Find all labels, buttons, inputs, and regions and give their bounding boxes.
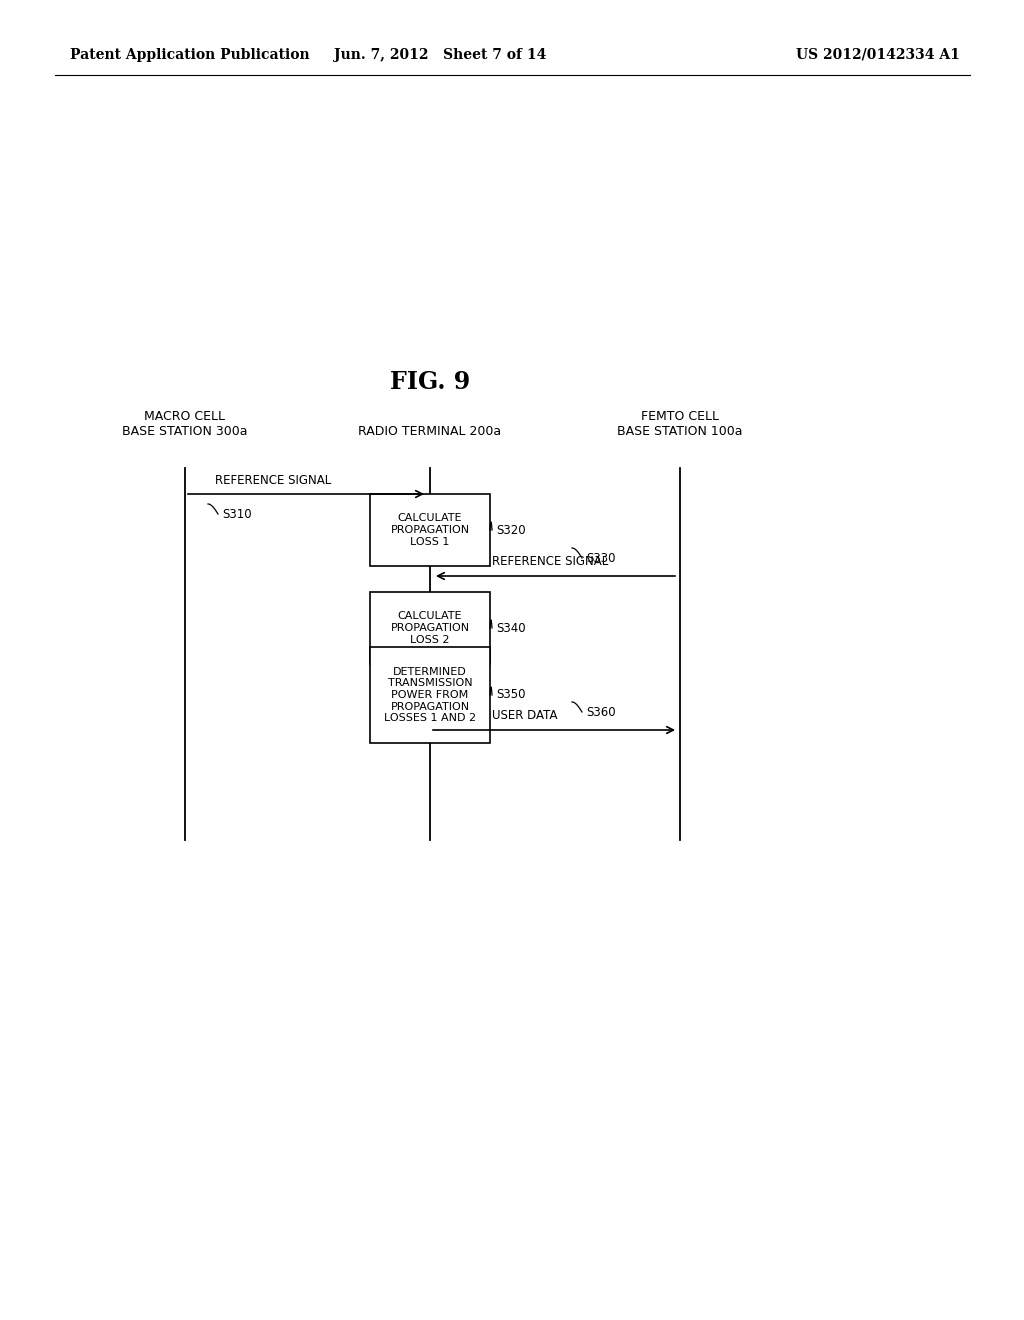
Text: MACRO CELL
BASE STATION 300a: MACRO CELL BASE STATION 300a	[122, 411, 248, 438]
Text: FIG. 9: FIG. 9	[390, 370, 470, 393]
Text: S340: S340	[496, 622, 525, 635]
Text: USER DATA: USER DATA	[492, 709, 557, 722]
Text: S350: S350	[496, 689, 525, 701]
Text: US 2012/0142334 A1: US 2012/0142334 A1	[796, 48, 961, 62]
Text: S330: S330	[586, 552, 615, 565]
Text: S310: S310	[222, 507, 252, 520]
Text: DETERMINED
TRANSMISSION
POWER FROM
PROPAGATION
LOSSES 1 AND 2: DETERMINED TRANSMISSION POWER FROM PROPA…	[384, 667, 476, 723]
Bar	[370, 494, 490, 566]
Text: Jun. 7, 2012   Sheet 7 of 14: Jun. 7, 2012 Sheet 7 of 14	[334, 48, 546, 62]
Text: CALCULATE
PROPAGATION
LOSS 1: CALCULATE PROPAGATION LOSS 1	[390, 513, 470, 546]
Text: CALCULATE
PROPAGATION
LOSS 2: CALCULATE PROPAGATION LOSS 2	[390, 611, 470, 644]
Text: S320: S320	[496, 524, 525, 536]
Text: Patent Application Publication: Patent Application Publication	[70, 48, 309, 62]
Bar	[370, 591, 490, 664]
Text: S360: S360	[586, 705, 615, 718]
Text: FEMTO CELL
BASE STATION 100a: FEMTO CELL BASE STATION 100a	[617, 411, 742, 438]
Text: REFERENCE SIGNAL: REFERENCE SIGNAL	[492, 554, 608, 568]
Text: REFERENCE SIGNAL: REFERENCE SIGNAL	[215, 474, 331, 487]
Bar	[370, 647, 490, 743]
Text: RADIO TERMINAL 200a: RADIO TERMINAL 200a	[358, 425, 502, 438]
